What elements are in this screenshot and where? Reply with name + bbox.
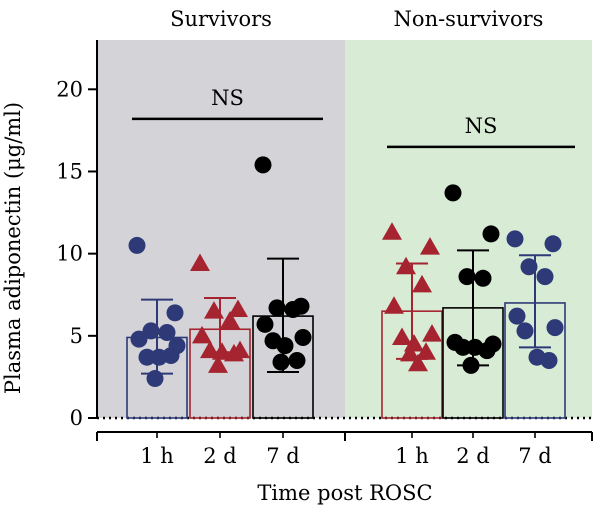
point-1-2-5 [546,319,564,337]
y-tick-label-3: 15 [56,159,83,183]
point-1-0-8 [416,342,436,360]
point-0-2-0 [254,156,272,174]
point-1-0-5 [422,324,442,342]
point-0-2-2 [268,299,286,317]
point-0-0-8 [162,347,180,365]
point-0-0-4 [130,330,148,348]
point-0-2-9 [272,353,290,371]
point-0-1-6 [200,340,220,359]
point-0-1-0 [190,253,210,272]
axes: 1 h 2 d 7 d 1 h 2 d 7 d 0 5 10 15 20 [56,40,593,468]
point-0-2-3 [284,301,302,319]
point-0-1-7 [212,342,232,360]
annotations: NS NS [132,86,575,149]
point-0-2-4 [256,315,274,333]
point-0-1-3 [220,311,240,329]
y-axis-label: Plasma adiponectin (μg/ml) [1,102,25,394]
point-0-1-9 [208,355,228,373]
significance-label-0: NS [211,86,244,110]
point-0-2-8 [288,351,306,369]
bars [126,249,566,419]
point-1-0-0 [382,222,402,240]
point-1-2-1 [544,235,562,253]
point-0-2-5 [294,328,312,346]
x-tick-label-1-2: 7 d [518,444,551,468]
point-1-2-2 [520,258,538,276]
point-1-0-6 [392,327,412,345]
x-tick-label-0-1: 2 d [203,444,236,468]
point-1-0-9 [400,343,420,362]
y-tick-label-0: 0 [70,406,83,430]
x-tick-label-0-2: 7 d [266,444,299,468]
point-1-2-0 [506,230,524,248]
point-0-1-8 [224,343,244,362]
point-1-1-1 [482,225,500,243]
point-1-2-3 [536,268,554,286]
y-tick-label-2: 10 [56,242,83,266]
y-tick-label-1: 5 [70,324,83,348]
y-tick-label-4: 20 [56,77,83,101]
data-points [128,156,564,388]
point-1-1-2 [458,268,476,286]
point-0-0-0 [128,236,146,254]
point-1-0-4 [384,296,404,314]
point-0-1-4 [192,325,212,344]
point-1-1-3 [474,269,492,287]
point-0-2-7 [276,337,294,355]
point-0-0-2 [142,322,160,340]
point-1-1-8 [478,342,496,360]
point-1-2-4 [508,307,526,325]
point-1-0-3 [412,274,432,293]
x-axis-label: Time post ROSC [257,481,432,505]
point-0-0-6 [138,348,156,366]
point-1-2-8 [540,351,558,369]
point-1-0-10 [408,353,428,372]
point-1-0-1 [420,237,440,255]
group-title-1: Non-survivors [394,7,544,31]
point-0-0-9 [146,370,164,388]
significance-label-1: NS [465,114,498,138]
point-0-0-3 [158,324,176,342]
point-1-1-6 [454,338,472,356]
point-0-1-1 [228,299,248,318]
point-0-1-2 [204,301,224,319]
point-1-1-0 [444,184,462,202]
x-tick-label-1-0: 1 h [395,444,429,468]
point-0-0-1 [166,304,184,322]
point-1-2-6 [516,322,534,340]
x-tick-label-1-1: 2 d [456,444,489,468]
point-1-0-2 [396,256,416,275]
x-tick-label-0-0: 1 h [140,444,174,468]
point-1-1-9 [462,356,480,374]
group-title-0: Survivors [170,7,272,31]
